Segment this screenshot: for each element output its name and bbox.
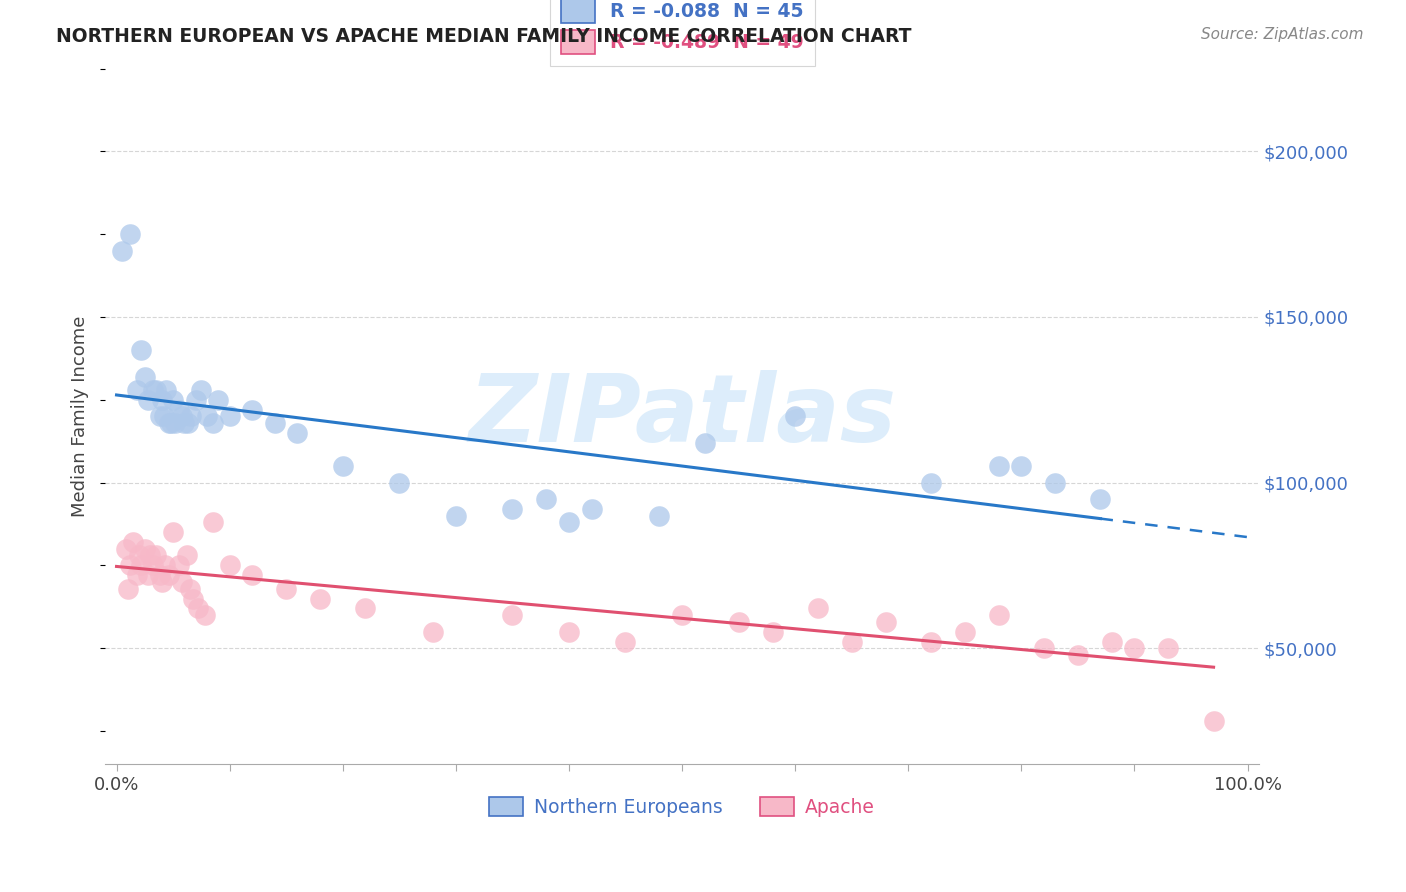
Point (309, 591, 332, 606)
Point (920, 634, 942, 648)
Point (807, 601, 830, 615)
Point (388, 475, 411, 490)
Point (444, 508, 467, 523)
Text: Source: ZipAtlas.com: Source: ZipAtlas.com (1201, 27, 1364, 42)
Point (841, 634, 863, 648)
Point (195, 409, 218, 424)
Point (201, 416, 224, 430)
Point (180, 409, 202, 424)
Point (1123, 641, 1146, 656)
Point (987, 458, 1010, 473)
Point (558, 624, 581, 639)
Point (136, 392, 159, 407)
Point (155, 383, 177, 397)
Point (785, 409, 807, 424)
Point (201, 516, 224, 530)
Point (536, 492, 558, 507)
Point (145, 383, 167, 397)
Point (157, 416, 180, 430)
Legend: Northern Europeans, Apache: Northern Europeans, Apache (481, 789, 883, 824)
Point (125, 568, 148, 582)
Point (179, 582, 201, 596)
Point (172, 409, 194, 424)
Point (131, 343, 153, 357)
Point (1157, 641, 1180, 656)
Point (172, 574, 194, 589)
Point (125, 383, 148, 397)
Point (183, 591, 205, 606)
Point (176, 549, 198, 563)
Point (240, 568, 263, 582)
Point (1101, 634, 1123, 648)
Point (501, 608, 523, 623)
Point (150, 392, 173, 407)
Point (727, 615, 749, 629)
Point (671, 608, 693, 623)
Point (153, 409, 176, 424)
Point (987, 608, 1010, 623)
Point (1202, 714, 1225, 728)
Point (1010, 458, 1032, 473)
Point (159, 416, 181, 430)
Point (128, 549, 150, 563)
Point (117, 582, 139, 596)
Point (501, 502, 523, 516)
Point (134, 369, 156, 384)
Point (1045, 475, 1067, 490)
Point (190, 383, 212, 397)
Point (111, 244, 134, 258)
Point (120, 227, 142, 242)
Point (614, 634, 637, 648)
Point (875, 615, 897, 629)
Point (122, 535, 145, 549)
Point (165, 416, 187, 430)
Text: NORTHERN EUROPEAN VS APACHE MEDIAN FAMILY INCOME CORRELATION CHART: NORTHERN EUROPEAN VS APACHE MEDIAN FAMIL… (56, 27, 911, 45)
Point (287, 425, 309, 440)
Point (142, 558, 165, 573)
Point (148, 568, 170, 582)
Point (558, 516, 581, 530)
Point (131, 558, 153, 573)
Point (218, 409, 240, 424)
Point (354, 601, 377, 615)
Point (114, 541, 136, 556)
Point (177, 416, 200, 430)
Point (167, 558, 190, 573)
Point (142, 383, 165, 397)
Point (167, 402, 190, 417)
Point (139, 549, 162, 563)
Point (422, 624, 444, 639)
Point (263, 416, 285, 430)
Point (693, 435, 716, 450)
Point (157, 568, 180, 582)
Point (120, 558, 142, 573)
Point (194, 608, 217, 623)
Point (153, 558, 176, 573)
Point (1090, 492, 1112, 507)
Point (207, 392, 229, 407)
Point (276, 582, 298, 596)
Point (240, 402, 263, 417)
Point (920, 475, 942, 490)
Point (187, 601, 209, 615)
Point (648, 508, 671, 523)
Point (184, 392, 207, 407)
Point (218, 558, 240, 573)
Point (145, 549, 167, 563)
Point (162, 525, 184, 540)
Point (1032, 641, 1054, 656)
Point (134, 541, 156, 556)
Point (162, 392, 184, 407)
Point (1067, 648, 1090, 662)
Point (581, 502, 603, 516)
Point (150, 574, 173, 589)
Y-axis label: Median Family Income: Median Family Income (72, 316, 89, 517)
Point (173, 416, 195, 430)
Text: ZIPatlas: ZIPatlas (468, 370, 896, 462)
Point (332, 458, 354, 473)
Point (761, 624, 783, 639)
Point (148, 409, 170, 424)
Point (136, 568, 159, 582)
Point (953, 624, 976, 639)
